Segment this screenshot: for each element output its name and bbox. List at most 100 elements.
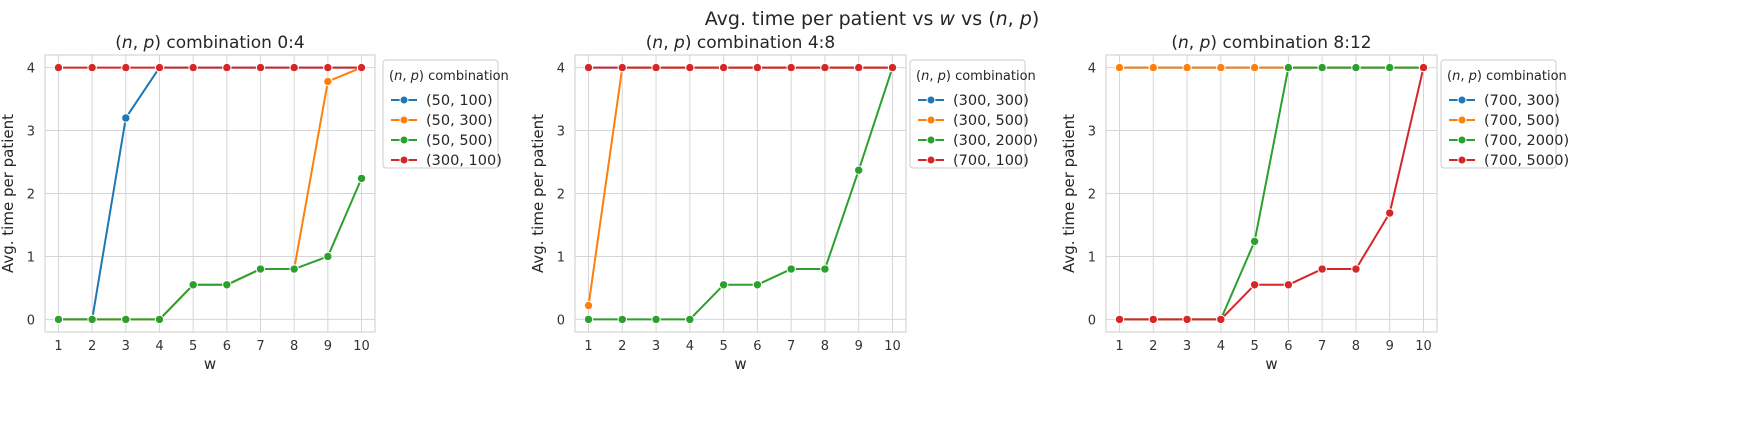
y-tick-label: 0 — [27, 313, 35, 328]
data-point — [1216, 314, 1226, 325]
x-tick-label: 6 — [223, 339, 231, 354]
series-line — [588, 67, 894, 321]
data-point — [617, 314, 627, 325]
y-tick-label: 1 — [1088, 250, 1096, 265]
x-tick-label: 8 — [290, 339, 298, 354]
y-axis-label: Avg. time per patient — [529, 114, 547, 273]
y-tick-label: 2 — [1088, 188, 1096, 203]
x-tick-label: 1 — [54, 339, 62, 354]
legend-label: (700, 100) — [953, 153, 1029, 169]
x-tick-label: 1 — [584, 339, 592, 354]
x-tick-label: 10 — [884, 339, 901, 354]
data-point — [323, 62, 333, 73]
data-point — [289, 264, 299, 274]
data-point — [289, 62, 299, 73]
x-tick-label: 4 — [686, 339, 694, 354]
y-tick-label: 4 — [27, 62, 35, 77]
legend-marker — [926, 135, 936, 145]
x-tick-label: 2 — [618, 339, 626, 354]
x-tick-label: 9 — [324, 339, 332, 354]
x-tick-label: 6 — [1284, 339, 1292, 354]
data-point — [786, 264, 796, 274]
data-point — [121, 62, 131, 73]
data-point — [188, 62, 198, 73]
data-point — [1385, 62, 1395, 73]
x-tick-label: 5 — [1250, 339, 1258, 354]
data-point — [356, 62, 367, 73]
data-point — [87, 314, 97, 325]
x-tick-label: 9 — [855, 339, 863, 354]
data-point — [1182, 314, 1192, 325]
data-point — [1418, 62, 1429, 73]
chart-panel-1: 1 2 3 4 5 6 7 8 9 10 0 1 2 3 4 w Avg. time per patient (n… — [0, 33, 509, 373]
data-point — [786, 62, 796, 73]
data-point — [583, 314, 594, 325]
chart-panel-3: 1 2 3 4 5 6 7 8 9 10 0 1 2 3 4 w Avg. time per patient (n… — [1060, 33, 1569, 373]
x-tick-label: 3 — [1183, 339, 1191, 354]
data-point — [1148, 62, 1158, 73]
data-point — [1216, 62, 1226, 73]
legend-marker — [926, 95, 936, 105]
data-point — [820, 62, 830, 73]
panel-title: (n, p) combination 4:8 — [646, 33, 835, 53]
x-tick-label: 3 — [122, 339, 130, 354]
data-point — [854, 165, 864, 175]
x-tick-label: 4 — [1217, 339, 1225, 354]
data-point — [255, 264, 266, 274]
legend-marker — [1457, 115, 1467, 125]
plot-frame — [44, 54, 376, 333]
figure-title: Avg. time per patient vs w vs (n, p) — [704, 8, 1040, 30]
data-point — [222, 280, 232, 290]
data-point — [820, 264, 830, 274]
data-point — [1385, 208, 1395, 218]
x-tick-label: 7 — [256, 339, 264, 354]
legend-marker — [399, 95, 409, 105]
plot-frame — [1105, 54, 1438, 333]
data-point — [718, 280, 729, 290]
data-point — [1317, 264, 1327, 274]
x-tick-label: 8 — [821, 339, 829, 354]
legend-marker — [399, 115, 409, 125]
data-point — [1249, 280, 1260, 290]
legend-label: (300, 500) — [953, 113, 1029, 129]
x-tick-label: 1 — [1115, 339, 1123, 354]
x-tick-label: 6 — [753, 339, 761, 354]
data-point — [1114, 62, 1125, 73]
data-point — [685, 314, 695, 325]
chart-panel-2: 1 2 3 4 5 6 7 8 9 10 0 1 2 3 4 w Avg. time per patient (n… — [529, 33, 1038, 373]
data-point — [1114, 314, 1125, 325]
legend-title: (n, p) combination — [389, 69, 509, 84]
data-point — [255, 62, 266, 73]
data-point — [356, 173, 367, 184]
data-point — [651, 62, 661, 73]
panel-title: (n, p) combination 0:4 — [115, 33, 304, 53]
data-point — [222, 62, 232, 73]
data-point — [154, 314, 165, 325]
legend-label: (50, 100) — [426, 93, 493, 109]
data-point — [651, 314, 661, 325]
legend: (n, p) combination (300, 300) (300, 500) (3… — [909, 59, 1038, 169]
y-tick-label: 1 — [557, 250, 565, 265]
legend-marker — [399, 155, 409, 165]
data-point — [854, 62, 864, 73]
legend: (n, p) combination (700, 300) (700, 500) (7… — [1440, 59, 1569, 169]
legend-label: (300, 100) — [426, 153, 502, 169]
data-point — [752, 280, 763, 290]
legend-label: (50, 500) — [426, 133, 493, 149]
data-point — [121, 314, 131, 325]
data-point — [583, 300, 594, 311]
y-tick-label: 4 — [1088, 62, 1096, 77]
x-axis-label: w — [1265, 355, 1277, 373]
y-tick-label: 3 — [27, 125, 35, 140]
data-point — [583, 62, 594, 73]
data-point — [53, 62, 64, 73]
data-point — [1283, 62, 1294, 73]
x-tick-label: 9 — [1386, 339, 1394, 354]
data-point — [718, 62, 729, 73]
x-tick-label: 5 — [719, 339, 727, 354]
data-point — [1283, 280, 1294, 290]
data-point — [1148, 314, 1158, 325]
x-tick-label: 4 — [155, 339, 163, 354]
data-point — [53, 314, 64, 325]
x-tick-label: 7 — [1318, 339, 1326, 354]
